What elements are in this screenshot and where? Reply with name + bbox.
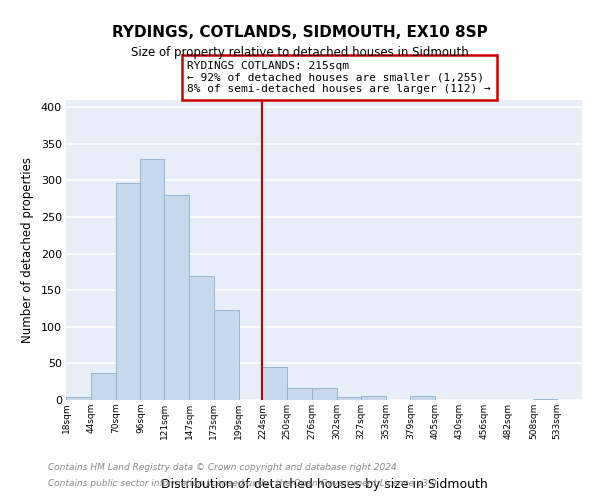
Bar — [410, 396, 435, 400]
Y-axis label: Number of detached properties: Number of detached properties — [21, 157, 34, 343]
Bar — [189, 276, 214, 400]
Bar — [533, 398, 557, 400]
Bar — [116, 182, 140, 400]
Text: RYDINGS, COTLANDS, SIDMOUTH, EX10 8SP: RYDINGS, COTLANDS, SIDMOUTH, EX10 8SP — [112, 25, 488, 40]
Bar — [214, 310, 239, 400]
Bar — [140, 160, 164, 400]
X-axis label: Distribution of detached houses by size in Sidmouth: Distribution of detached houses by size … — [161, 478, 487, 491]
Text: Contains HM Land Registry data © Crown copyright and database right 2024.: Contains HM Land Registry data © Crown c… — [48, 464, 400, 472]
Bar — [312, 388, 337, 400]
Bar — [164, 195, 189, 400]
Text: Contains public sector information licensed under the Open Government Licence v3: Contains public sector information licen… — [48, 478, 439, 488]
Bar — [262, 367, 287, 400]
Bar — [361, 396, 386, 400]
Text: Size of property relative to detached houses in Sidmouth: Size of property relative to detached ho… — [131, 46, 469, 59]
Bar — [91, 373, 116, 400]
Bar — [337, 397, 361, 400]
Bar — [66, 397, 91, 400]
Bar — [287, 388, 312, 400]
Text: RYDINGS COTLANDS: 215sqm
← 92% of detached houses are smaller (1,255)
8% of semi: RYDINGS COTLANDS: 215sqm ← 92% of detach… — [187, 61, 491, 94]
